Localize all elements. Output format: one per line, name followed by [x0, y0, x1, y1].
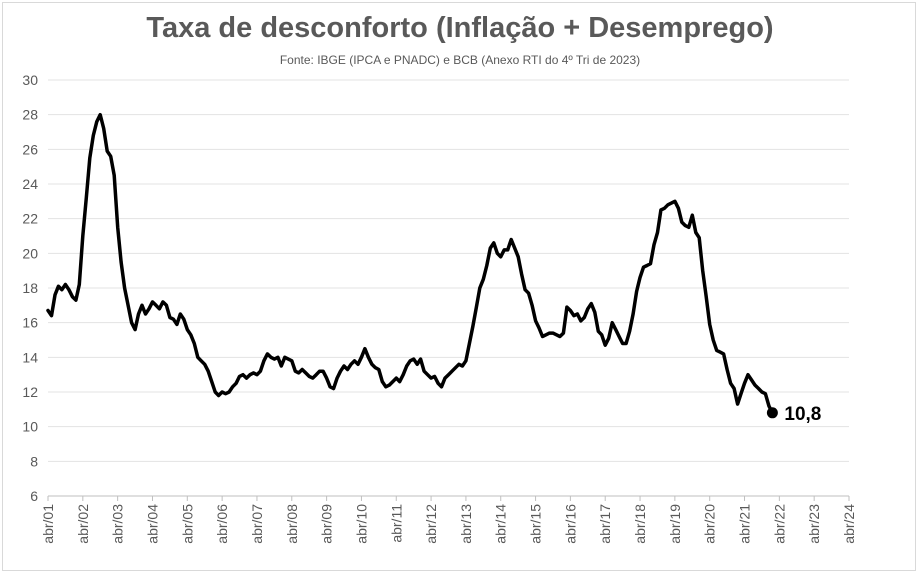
x-tick-label: abr/10	[353, 504, 369, 544]
y-tick-label: 6	[30, 488, 38, 504]
x-tick-label: abr/05	[179, 504, 195, 544]
y-tick-label: 10	[22, 419, 38, 435]
x-tick-label: abr/01	[40, 504, 56, 544]
x-tick-label: abr/06	[214, 504, 230, 544]
x-tick-label: abr/12	[423, 504, 439, 544]
y-tick-label: 16	[22, 315, 38, 331]
x-tick-label: abr/16	[562, 504, 578, 544]
x-tick-label: abr/22	[771, 504, 787, 544]
y-tick-label: 8	[30, 453, 38, 469]
x-tick-label: abr/13	[458, 504, 474, 544]
y-tick-label: 14	[22, 349, 38, 365]
x-tick-label: abr/11	[388, 504, 404, 543]
y-tick-label: 26	[22, 141, 38, 157]
y-tick-label: 28	[22, 107, 38, 123]
y-tick-label: 12	[22, 384, 38, 400]
y-tick-label: 20	[22, 245, 38, 261]
x-axis: abr/01 abr/02 abr/03 abr/04 abr/05 abr/06 abr/…	[40, 496, 857, 544]
end-value-label: 10,8	[784, 404, 821, 425]
y-tick-label: 22	[22, 211, 38, 227]
y-axis: 6 8 10 12 14 16 18 20 22 24 26 28 30	[22, 72, 38, 504]
chart-title: Taxa de desconforto (Inflação + Desempre…	[146, 12, 774, 44]
gridlines	[48, 79, 849, 497]
x-tick-label: abr/04	[144, 504, 160, 544]
chart-subtitle: Fonte: IBGE (IPCA e PNADC) e BCB (Anexo …	[279, 53, 641, 67]
x-tick-label: abr/03	[110, 504, 126, 544]
x-tick-label: abr/08	[284, 504, 300, 544]
y-tick-label: 30	[22, 72, 38, 88]
x-tick-label: abr/19	[667, 504, 683, 544]
x-tick-label: abr/23	[806, 504, 822, 544]
x-tick-label: abr/15	[528, 504, 544, 544]
x-tick-label: abr/24	[841, 504, 857, 544]
x-tick-label: abr/07	[249, 504, 265, 544]
y-tick-label: 24	[22, 176, 38, 192]
x-tick-label: abr/09	[319, 504, 335, 544]
y-tick-label: 18	[22, 280, 38, 296]
x-tick-label: abr/02	[75, 504, 91, 544]
x-tick-label: abr/21	[737, 504, 753, 544]
x-tick-label: abr/17	[597, 504, 613, 544]
annotations: 10,8	[766, 404, 821, 425]
x-tick-label: abr/18	[632, 504, 648, 544]
series-layer	[46, 112, 775, 415]
x-tick-label: abr/20	[702, 504, 718, 544]
end-point-marker	[766, 407, 778, 419]
x-tick-label: abr/14	[493, 504, 509, 544]
series-line	[46, 112, 775, 415]
